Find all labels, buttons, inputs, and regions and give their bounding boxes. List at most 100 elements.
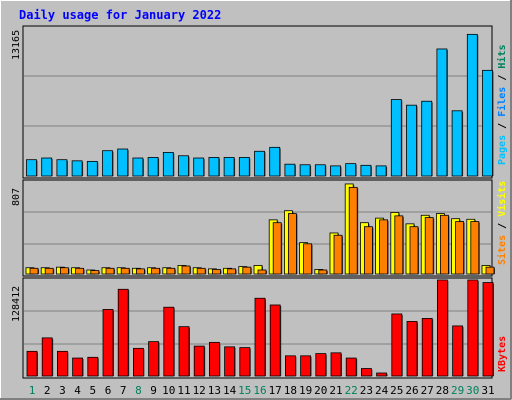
- bar-kbytes-day-9: [148, 341, 160, 377]
- bar-sites-day-27: [424, 217, 434, 275]
- x-label-day-13: 13: [208, 384, 221, 397]
- bar-pages-day-29: [451, 110, 463, 177]
- bar-pages-day-30: [466, 33, 478, 177]
- bar-kbytes-day-20: [315, 353, 327, 377]
- x-label-day-24: 24: [375, 384, 389, 397]
- bar-pages-day-19: [299, 164, 311, 177]
- bar-kbytes-day-7: [117, 288, 129, 377]
- bar-pages-day-9: [147, 157, 159, 177]
- bar-pages-day-11: [178, 155, 189, 177]
- bar-sites-day-24: [379, 219, 389, 275]
- bar-sites-day-9: [151, 267, 161, 275]
- x-axis-labels: 1 2 3 4 5 6 7 8 9 10 11 12 13 14 15 16 17 18 19 20 21 22 23 24 2…: [29, 384, 495, 397]
- x-label-day-28: 28: [436, 384, 449, 397]
- bar-kbytes-day-23: [360, 368, 372, 377]
- x-label-day-29: 29: [451, 384, 464, 397]
- bar-pages-day-18: [284, 163, 296, 177]
- bar-pages-day-10: [162, 151, 174, 177]
- bar-pages-day-7: [117, 148, 129, 177]
- x-label-day-31: 31: [481, 384, 494, 397]
- bar-sites-day-4: [75, 267, 84, 275]
- bar-kbytes-day-16: [254, 297, 266, 377]
- bar-kbytes-day-24: [376, 372, 388, 377]
- bar-pages-day-17: [269, 146, 281, 177]
- bar-kbytes-day-8: [132, 347, 144, 377]
- bar-pages-day-27: [421, 100, 433, 177]
- bar-kbytes-day-17: [269, 304, 281, 377]
- x-label-day-22: 22: [345, 384, 358, 397]
- bar-pages-day-20: [314, 164, 326, 177]
- bar-kbytes-day-5: [87, 356, 99, 377]
- bar-pages-day-16: [254, 150, 265, 177]
- bar-pages-day-1: [26, 159, 37, 177]
- x-label-day-5: 5: [89, 384, 96, 397]
- top-max-label: 13165: [11, 30, 22, 60]
- bar-kbytes-day-2: [41, 337, 53, 377]
- x-label-day-10: 10: [162, 384, 175, 397]
- bar-sites-day-20: [318, 269, 328, 275]
- x-label-day-21: 21: [329, 384, 342, 397]
- bar-pages-day-22: [345, 163, 357, 177]
- x-label-day-30: 30: [466, 384, 479, 397]
- bar-sites-day-19: [303, 243, 313, 275]
- legend-top: Pages / Files / Hits: [496, 45, 508, 166]
- bar-sites-day-14: [227, 268, 237, 275]
- bar-sites-day-11: [181, 265, 191, 275]
- bar-pages-day-14: [223, 157, 235, 177]
- legend-files: Files: [496, 87, 508, 117]
- bar-pages-day-26: [406, 104, 417, 177]
- x-label-day-14: 14: [223, 384, 237, 397]
- bar-sites-day-1: [29, 267, 39, 275]
- legend-visits: Visits: [496, 181, 508, 217]
- x-label-day-1: 1: [29, 384, 36, 397]
- bar-sites-day-22: [348, 186, 358, 275]
- bar-pages-day-13: [208, 157, 220, 177]
- bar-pages-day-28: [436, 48, 448, 177]
- bot-max-label: 128412: [11, 286, 22, 322]
- bar-kbytes-day-31: [482, 282, 494, 377]
- bar-kbytes-day-30: [467, 279, 479, 377]
- bar-pages-day-15: [238, 157, 250, 177]
- x-label-day-25: 25: [390, 384, 403, 397]
- bar-pages-day-6: [102, 150, 113, 177]
- bar-sites-day-28: [439, 214, 449, 275]
- legend-kbytes: KBytes: [497, 336, 508, 372]
- bar-sites-day-29: [455, 221, 465, 275]
- bar-pages-day-24: [375, 165, 387, 177]
- x-label-day-11: 11: [177, 384, 190, 397]
- bar-sites-day-2: [44, 267, 54, 275]
- bar-sites-day-8: [135, 268, 145, 275]
- legend-bot: KBytes: [497, 336, 508, 372]
- bar-pages-day-2: [41, 157, 53, 177]
- bar-kbytes-day-18: [284, 355, 296, 377]
- x-label-day-8: 8: [135, 384, 142, 397]
- bar-sites-day-30: [470, 221, 480, 275]
- x-label-day-20: 20: [314, 384, 327, 397]
- bar-kbytes-day-26: [406, 321, 418, 377]
- legend-mid: Sites / Visits: [496, 181, 508, 265]
- bar-kbytes-day-13: [208, 341, 220, 377]
- x-label-day-4: 4: [74, 384, 81, 397]
- bar-kbytes-day-14: [224, 346, 236, 377]
- bar-pages-day-4: [71, 160, 83, 177]
- x-label-day-23: 23: [360, 384, 373, 397]
- bar-kbytes-day-11: [178, 326, 190, 377]
- bars-layer: [25, 33, 495, 377]
- bar-kbytes-day-3: [57, 350, 68, 377]
- x-label-day-7: 7: [120, 384, 127, 397]
- bar-kbytes-day-22: [345, 357, 357, 377]
- legend-sep-3: /: [497, 223, 508, 229]
- chart-title: Daily usage for January 2022: [19, 8, 221, 22]
- bar-kbytes-day-28: [436, 279, 448, 377]
- legend-sep-2: /: [497, 75, 508, 81]
- bar-pages-day-8: [132, 157, 144, 177]
- legend-pages: Pages: [497, 135, 508, 165]
- bar-sites-day-5: [90, 270, 100, 275]
- x-label-day-2: 2: [44, 384, 51, 397]
- bar-sites-day-15: [242, 266, 252, 275]
- bar-kbytes-day-29: [452, 325, 464, 377]
- mid-max-label: 807: [11, 188, 22, 206]
- bar-pages-day-31: [482, 69, 493, 177]
